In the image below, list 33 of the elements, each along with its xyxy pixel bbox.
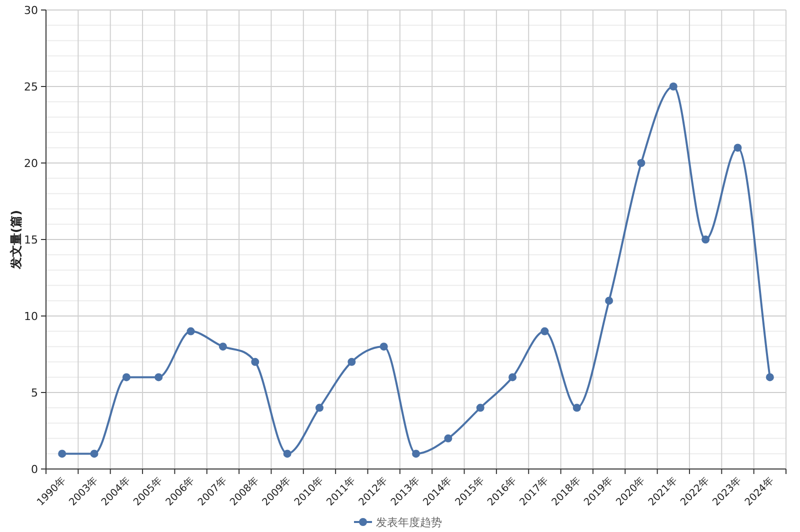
point — [154, 373, 163, 382]
point — [283, 450, 292, 458]
point — [412, 450, 420, 458]
point — [90, 450, 98, 458]
point — [766, 373, 774, 382]
point — [540, 327, 549, 336]
point — [508, 373, 517, 382]
point — [380, 342, 388, 351]
point — [444, 434, 452, 442]
point — [734, 144, 742, 152]
y-axis-title: 发文量(篇) — [9, 210, 23, 270]
point — [122, 373, 130, 382]
point — [669, 82, 678, 90]
legend-label: 发表年度趋势 — [376, 516, 442, 529]
point — [348, 358, 356, 366]
point — [476, 404, 484, 412]
y-tick-label: 30 — [24, 4, 38, 17]
y-tick-label: 25 — [24, 80, 38, 94]
y-tick-label: 10 — [24, 310, 38, 323]
y-tick-label: 20 — [24, 157, 38, 170]
point — [605, 296, 614, 305]
legend: 发表年度趋势 — [354, 516, 442, 529]
point — [702, 236, 710, 244]
y-tick-label: 0 — [31, 463, 38, 476]
point — [58, 450, 66, 458]
y-tick-label: 15 — [24, 234, 38, 246]
point — [251, 358, 260, 366]
point — [218, 342, 227, 351]
y-tick-label: 5 — [31, 386, 38, 400]
point — [572, 404, 581, 412]
point — [637, 159, 646, 167]
point — [186, 327, 195, 336]
point — [315, 404, 324, 412]
